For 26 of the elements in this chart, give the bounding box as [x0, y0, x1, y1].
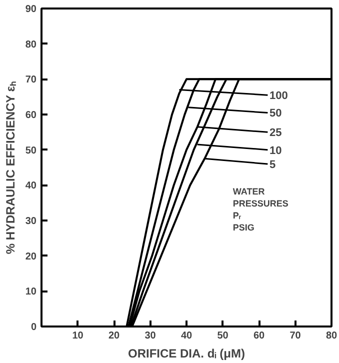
y-tick-label: 70 [25, 74, 37, 86]
y-tick-label: 20 [25, 251, 37, 262]
y-tick-label: 90 [25, 4, 37, 15]
y-tick-label: 60 [25, 110, 37, 121]
y-tick-label: 80 [25, 39, 37, 50]
y-tick-label: 50 [25, 145, 37, 156]
x-tick-label: 80 [326, 330, 338, 342]
x-tick-label: 50 [217, 330, 229, 342]
x-tick-label: 60 [253, 330, 265, 342]
annotation: 10 [270, 144, 282, 157]
x-axis-title: ORIFICE DIA. dᵢ (μM) [128, 346, 246, 360]
annotation: 50 [270, 108, 282, 120]
x-tick-label: 20 [108, 330, 120, 342]
x-tick-label: 30 [144, 330, 156, 342]
annotation: 5 [270, 158, 276, 171]
x-tick-label: 40 [180, 330, 192, 342]
y-tick-label: 40 [25, 180, 37, 192]
annotation: WATER PRESSURES Pᵣ PSIG [232, 186, 288, 233]
y-tick-label: 0 [30, 322, 37, 333]
y-tick-label: 30 [25, 216, 37, 227]
y-tick-label: 10 [25, 286, 37, 298]
y-axis-title: % HYDRAULIC EFFICIENCY εₕ [3, 81, 18, 254]
x-tick-label: 10 [72, 330, 84, 342]
annotation: 25 [270, 127, 282, 140]
x-tick-label: 70 [290, 330, 302, 342]
annotation: 100 [270, 90, 288, 102]
